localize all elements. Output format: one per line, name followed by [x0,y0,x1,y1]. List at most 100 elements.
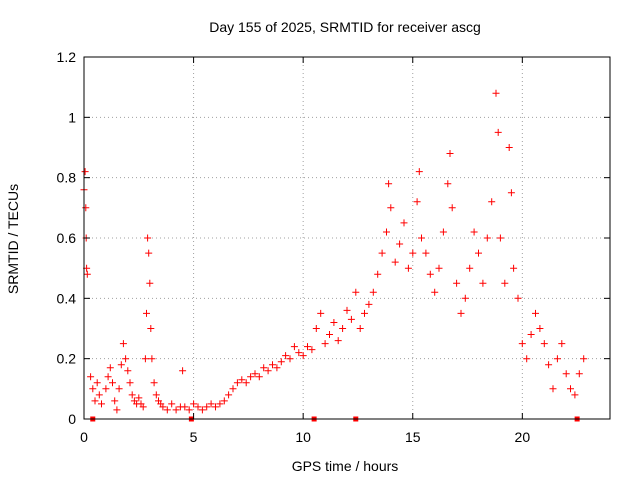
data-point [229,385,237,393]
y-axis-title: SRMTID / TECUs [5,184,21,294]
data-point [198,406,206,414]
data-point [152,391,160,399]
y-tick-label: 0 [68,411,76,427]
data-point [147,325,155,332]
data-point [453,279,461,287]
data-point [117,361,125,369]
data-point [396,240,404,248]
data-point [308,346,316,354]
data-point [549,385,557,393]
data-point [352,288,360,296]
data-point [457,309,465,317]
data-point [540,340,548,348]
data-point [277,358,285,366]
data-point [575,370,583,378]
data-point [190,400,198,408]
data-point [290,343,298,351]
data-point [532,309,539,317]
data-point [422,249,430,257]
data-point [567,385,574,393]
data-point [326,331,333,338]
data-point [378,249,386,257]
data-point [545,361,553,369]
data-point [510,264,518,272]
data-point [91,397,99,405]
data-point [148,355,156,363]
data-point [122,355,130,363]
data-point [113,406,121,414]
data-point [111,397,119,405]
data-point [479,279,487,287]
data-point [93,379,101,387]
data-point [444,180,452,188]
data-point [144,234,152,242]
data-point [426,270,434,278]
x-tick-label: 5 [190,429,198,445]
data-point [139,403,147,411]
data-point [109,379,116,387]
data-point [238,376,246,384]
data-point [409,249,417,257]
data-point [207,400,215,408]
data-point [106,364,114,372]
data-point [527,331,535,338]
data-point [273,364,281,372]
data-point [255,373,263,381]
data-point [179,367,187,375]
x-tick-label: 15 [405,429,421,445]
data-point [374,270,382,278]
chart-title: Day 155 of 2025, SRMTID for receiver asc… [209,19,481,35]
data-point [295,349,303,357]
data-point [492,89,500,97]
data-point [150,379,158,387]
data-point [404,264,412,272]
data-point [488,198,496,206]
data-point [98,400,105,408]
data-point [523,355,531,363]
y-tick-label: 1 [68,109,76,125]
data-point [260,364,268,372]
data-point [168,400,176,408]
data-point [102,385,110,393]
x-tick-label: 0 [80,429,88,445]
data-point [496,234,504,242]
data-point [194,403,202,411]
data-point [321,340,329,348]
data-point [135,394,143,402]
data-point [141,355,149,363]
data-point [282,352,290,360]
y-tick-label: 0.8 [57,170,77,186]
data-point [580,355,588,363]
data-point [558,340,566,348]
data-point [461,294,469,302]
data-point [145,249,153,257]
data-point [466,264,474,272]
data-point [115,385,123,393]
y-tick-label: 1.2 [57,49,77,65]
data-point [119,340,127,348]
data-point [299,352,307,360]
data-point [203,403,211,411]
data-point [347,315,355,323]
data-point [330,319,338,326]
data-point [225,391,233,399]
data-point [212,403,219,411]
data-point [505,144,513,151]
data-point [501,279,509,287]
data-point [431,288,439,296]
data-point [339,325,347,332]
data-point [387,204,395,212]
data-point [247,373,255,381]
axis-ticks [83,56,610,420]
data-point [95,391,103,399]
data-point [172,406,180,414]
data-point [400,219,408,227]
data-point [89,385,97,393]
data-point [312,325,320,332]
data-point [251,370,259,378]
data-point [128,391,136,399]
data-point [536,325,544,332]
data-point [571,391,579,399]
data-point [446,150,454,157]
